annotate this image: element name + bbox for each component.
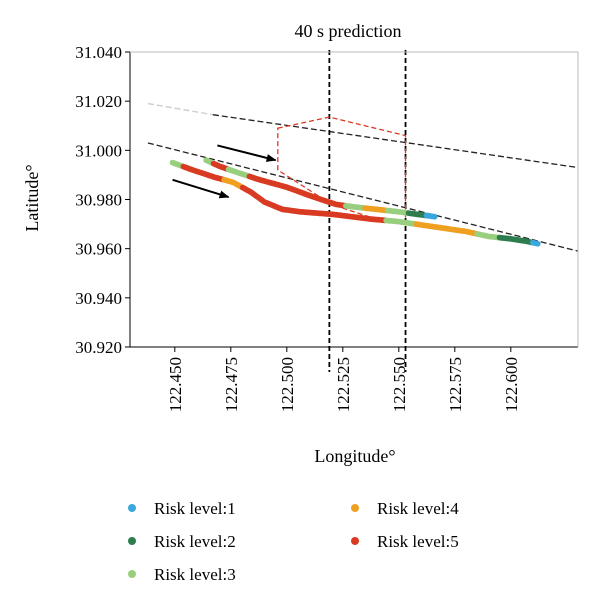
legend-marker: [351, 537, 359, 545]
trajectory-upper: [203, 157, 438, 220]
trajectory-lower: [169, 159, 541, 247]
legend-label: Risk level:1: [154, 499, 236, 518]
direction-arrows: [172, 144, 277, 199]
direction-arrow: [172, 178, 230, 199]
channel-upper-line: [212, 114, 579, 169]
y-tick-label: 30.960: [75, 240, 122, 259]
trajectory-points: [169, 157, 541, 247]
x-tick-label: 122.575: [446, 357, 465, 412]
legend-marker: [351, 504, 359, 512]
y-tick-label: 30.980: [75, 191, 122, 210]
legend-item: Risk level:5: [351, 532, 459, 551]
legend-marker: [128, 537, 136, 545]
y-tick-label: 30.920: [75, 338, 122, 357]
legend-label: Risk level:4: [377, 499, 459, 518]
trajectory-point: [431, 213, 438, 220]
legend-marker: [128, 570, 136, 578]
channel-upper-faded: [147, 102, 214, 116]
y-tick-label: 31.000: [75, 141, 122, 160]
direction-arrow: [217, 144, 277, 162]
x-tick-label: 122.450: [166, 357, 185, 412]
legend-label: Risk level:5: [377, 532, 459, 551]
legend-item: Risk level:2: [128, 532, 236, 551]
legend: Risk level:1 Risk level:2 Risk level:3 Risk…: [128, 499, 459, 584]
x-tick-label: 122.525: [334, 357, 353, 412]
legend-item: Risk level:1: [128, 499, 236, 518]
legend-label: Risk level:2: [154, 532, 236, 551]
legend-label: Risk level:3: [154, 565, 236, 584]
y-tick-label: 31.040: [75, 43, 122, 62]
x-axis-title: Longitude°: [314, 446, 395, 466]
y-tick-label: 30.940: [75, 289, 122, 308]
channel-lines: [147, 102, 579, 252]
y-axis-title: Latitude°: [22, 164, 42, 231]
y-tick-labels: 31.040 31.020 31.000 30.980 30.960 30.940 30.9…: [75, 43, 130, 357]
trajectory-point: [534, 240, 541, 247]
legend-item: Risk level:3: [128, 565, 236, 584]
plot-axes: [129, 51, 579, 348]
y-tick-label: 31.020: [75, 92, 122, 111]
legend-marker: [128, 504, 136, 512]
x-tick-labels: 122.450 122.475 122.500 122.525 122.550 122.5…: [166, 347, 521, 412]
legend-item: Risk level:4: [351, 499, 459, 518]
x-tick-label: 122.475: [222, 357, 241, 412]
x-tick-label: 122.600: [502, 357, 521, 412]
channel-lower-line: [147, 142, 579, 252]
x-tick-label: 122.500: [278, 357, 297, 412]
x-tick-label: 122.550: [390, 357, 409, 412]
chart-title: 40 s prediction: [295, 21, 402, 41]
